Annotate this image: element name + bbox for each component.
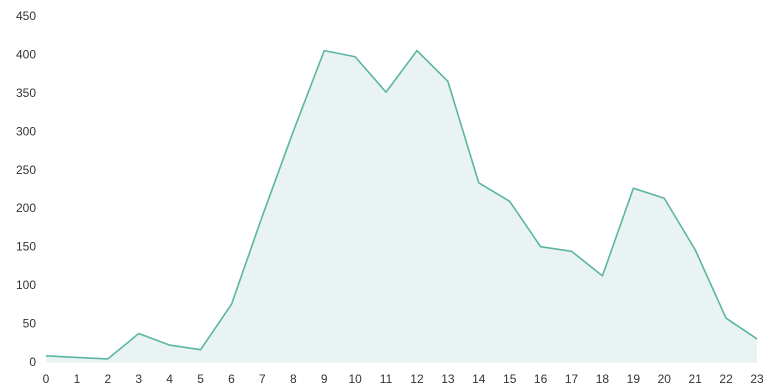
data-point	[137, 332, 141, 336]
data-point	[229, 302, 233, 306]
x-tick-label: 6	[228, 372, 235, 386]
data-point	[600, 274, 604, 278]
x-tick-label: 0	[43, 372, 50, 386]
y-tick-label: 0	[29, 355, 36, 369]
x-axis-tick-labels: 0 1 2 3 4 5 6 7 8 9 10 11 12 13 14 15 16 17 18 19 20 21 22 23	[43, 372, 764, 386]
data-point	[384, 90, 388, 94]
x-tick-label: 9	[321, 372, 328, 386]
y-tick-label: 350	[16, 86, 36, 100]
y-tick-label: 100	[16, 278, 36, 292]
data-point	[570, 249, 574, 253]
x-tick-label: 12	[410, 372, 424, 386]
y-tick-label: 150	[16, 240, 36, 254]
series-area-fill	[46, 50, 757, 362]
x-tick-label: 15	[503, 372, 517, 386]
data-point	[260, 214, 264, 218]
data-point	[755, 337, 759, 341]
data-point	[199, 348, 203, 352]
data-point	[44, 354, 48, 358]
data-point	[75, 355, 79, 359]
data-point	[724, 316, 728, 320]
x-tick-label: 17	[565, 372, 579, 386]
plot-area	[44, 49, 759, 363]
x-tick-label: 10	[348, 372, 362, 386]
data-point	[631, 186, 635, 190]
x-tick-label: 21	[688, 372, 702, 386]
x-tick-label: 3	[135, 372, 142, 386]
data-point	[106, 357, 110, 361]
y-tick-label: 50	[23, 317, 37, 331]
y-tick-label: 450	[16, 9, 36, 23]
x-tick-label: 7	[259, 372, 266, 386]
x-tick-label: 4	[166, 372, 173, 386]
data-point	[353, 55, 357, 59]
y-tick-label: 400	[16, 47, 36, 61]
data-point	[693, 248, 697, 252]
x-tick-label: 18	[596, 372, 610, 386]
x-tick-label: 20	[658, 372, 672, 386]
x-tick-label: 14	[472, 372, 486, 386]
x-tick-label: 13	[441, 372, 455, 386]
y-tick-label: 250	[16, 163, 36, 177]
data-point	[539, 245, 543, 249]
data-point	[168, 343, 172, 347]
data-point	[291, 129, 295, 133]
x-tick-label: 23	[750, 372, 764, 386]
y-axis-tick-labels: 0 50 100 150 200 250 300 350 400 450	[16, 9, 36, 369]
data-point	[662, 196, 666, 200]
data-point	[508, 199, 512, 203]
y-tick-label: 300	[16, 124, 36, 138]
series-line	[45, 49, 758, 360]
data-point	[446, 79, 450, 83]
data-point	[322, 49, 326, 53]
x-tick-label: 2	[104, 372, 111, 386]
x-tick-label: 19	[627, 372, 641, 386]
x-tick-label: 1	[74, 372, 81, 386]
x-tick-label: 11	[380, 372, 393, 386]
x-tick-label: 5	[197, 372, 204, 386]
data-point	[477, 181, 481, 185]
data-point	[415, 49, 419, 53]
x-tick-label: 8	[290, 372, 297, 386]
y-tick-label: 200	[16, 201, 36, 215]
x-tick-label: 22	[719, 372, 733, 386]
x-tick-label: 16	[534, 372, 548, 386]
